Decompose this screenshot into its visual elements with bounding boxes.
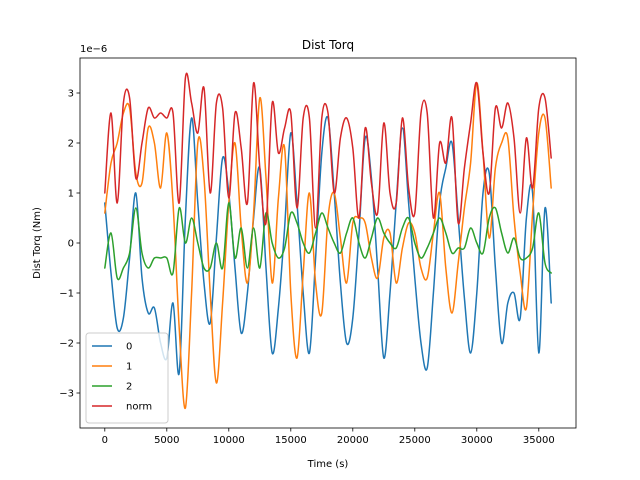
legend: 0 1 2 norm	[85, 332, 169, 424]
x-tick-label: 20000	[337, 435, 369, 446]
x-axis-label: Time (s)	[307, 459, 349, 470]
legend-label-0: 0	[126, 342, 132, 353]
y-tick-label: −1	[59, 289, 74, 300]
x-tick-label: 30000	[461, 435, 493, 446]
y-tick-label: 0	[68, 239, 74, 250]
legend-label-1: 1	[126, 362, 132, 373]
y-tick-label: 2	[68, 139, 74, 150]
legend-label-2: 2	[126, 382, 132, 393]
y-tick-label: 1	[68, 189, 74, 200]
x-tick-label: 35000	[523, 435, 555, 446]
legend-box	[85, 332, 169, 424]
legend-label-norm: norm	[126, 402, 152, 413]
x-tick-label: 25000	[399, 435, 431, 446]
series-line-1	[104, 82, 552, 409]
chart-title: Dist Torq	[302, 38, 354, 52]
x-axis: 0 5000 10000 15000 20000 25000 30000 35000	[102, 428, 555, 446]
y-tick-label: −2	[59, 339, 74, 350]
y-tick-label: 3	[68, 89, 74, 100]
x-tick-label: 5000	[154, 435, 179, 446]
x-tick-label: 0	[102, 435, 108, 446]
series-line-norm	[104, 72, 552, 229]
y-offset-label: 1e−6	[80, 44, 107, 55]
x-tick-label: 10000	[213, 435, 245, 446]
y-axis-label: Dist Torq (Nm)	[32, 207, 43, 279]
series-line-2	[104, 202, 552, 281]
x-tick-label: 15000	[275, 435, 307, 446]
y-axis: −3 −2 −1 0 1 2 3	[59, 89, 80, 400]
series-layer	[104, 72, 552, 409]
y-tick-label: −3	[59, 389, 74, 400]
